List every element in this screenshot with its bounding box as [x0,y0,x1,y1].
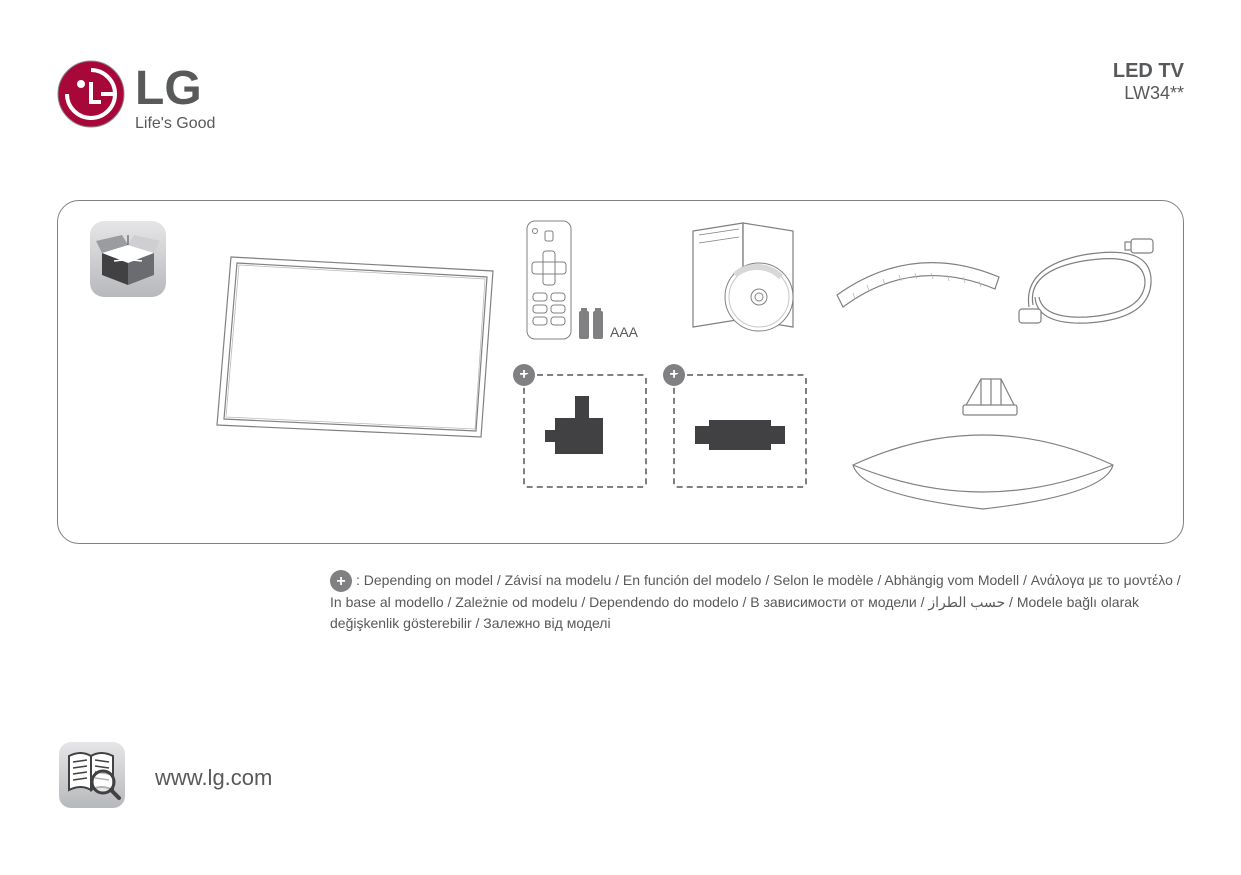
legend-text: Depending on model / Závisí na modelu / … [330,572,1181,631]
legend-prefix: : [356,572,364,588]
stand-illustration [833,369,1133,534]
unbox-icon [88,219,168,299]
product-id: LED TV LW34** [1113,60,1184,104]
brand-tagline: Life's Good [135,115,215,132]
header: LG Life's Good LED TV LW34** [57,60,1184,152]
product-title: LED TV [1113,60,1184,83]
lg-logo-icon: LG Life's Good [57,60,245,152]
curve-bar-illustration [833,249,1003,324]
brand-logo: LG Life's Good [57,60,245,152]
plus-badge-icon: + [330,570,352,592]
legend: +: Depending on model / Závisí na modelu… [330,570,1184,633]
optional-adapter-1: + [523,374,647,488]
page: LG Life's Good LED TV LW34** [0,0,1241,875]
product-model: LW34** [1113,83,1184,104]
contents-box: AAA [57,200,1184,544]
footer-url: www.lg.com [155,765,272,791]
manual-illustration [673,219,813,344]
brand-name: LG [135,62,202,115]
tv-illustration [213,249,503,454]
optional-adapter-2: + [673,374,807,488]
items-area: AAA [213,219,1153,525]
manual-search-icon [57,740,127,815]
battery-type-label: AAA [610,324,638,340]
footer: www.lg.com [57,740,272,815]
cable-illustration [1013,237,1163,342]
remote-illustration [523,219,613,350]
